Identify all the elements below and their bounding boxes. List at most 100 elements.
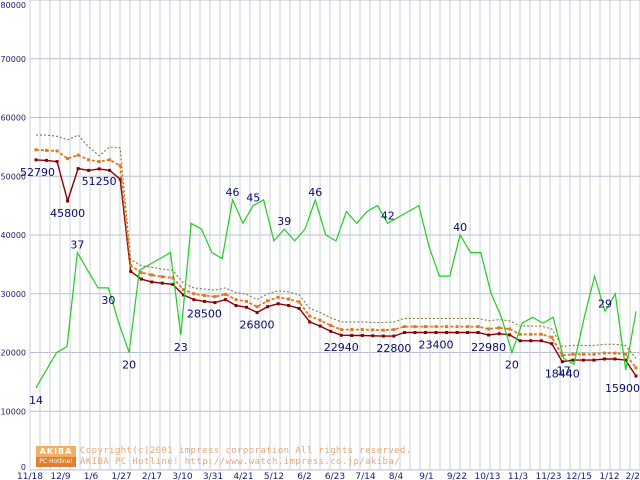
point-mid-orange <box>402 325 406 329</box>
x-tick-label: 12/15 <box>566 472 592 480</box>
point-price <box>192 298 196 302</box>
y-tick-label: 40000 <box>1 231 26 240</box>
point-mid-orange <box>529 332 533 336</box>
count-data-label: 23 <box>174 341 188 354</box>
point-price <box>118 177 122 181</box>
point-mid-orange <box>550 335 554 339</box>
x-tick-label: 6/2 <box>297 472 311 480</box>
point-mid-orange <box>308 314 312 318</box>
count-data-label: 46 <box>308 186 322 199</box>
point-price <box>371 334 375 338</box>
count-data-label: 20 <box>505 359 519 372</box>
point-mid-orange <box>339 328 343 332</box>
series-line-upper-dotted <box>36 134 637 359</box>
point-mid-orange <box>381 328 385 332</box>
data-labels: 52790 45800 51250 28500 26800 22940 22800 23400… <box>20 166 640 407</box>
y-tick-label: 50000 <box>1 172 26 181</box>
point-price <box>234 304 238 307</box>
count-data-label: 37 <box>70 239 84 252</box>
series-line-price <box>35 159 637 377</box>
point-mid-orange <box>139 271 143 275</box>
point-mid-orange <box>423 325 427 329</box>
x-tick-label: 11/18 <box>17 472 43 480</box>
point-mid-orange <box>223 292 227 296</box>
point-price <box>445 331 449 335</box>
x-tick-label: 12/9 <box>50 472 70 480</box>
x-tick-label: 11/23 <box>536 472 562 480</box>
count-data-label: 29 <box>598 297 612 310</box>
x-tick-label: 1/6 <box>84 472 99 480</box>
point-price <box>455 331 459 335</box>
point-mid-orange <box>455 325 459 329</box>
x-tick-label: 8/4 <box>389 472 404 480</box>
point-price <box>381 334 385 338</box>
point-mid-orange <box>287 297 291 301</box>
point-mid-orange <box>360 328 364 332</box>
y-axis: 0 10000 20000 30000 40000 50000 60000 70000 8000… <box>1 1 26 472</box>
count-data-label: 46 <box>226 186 240 199</box>
point-price <box>350 333 354 337</box>
point-mid-orange <box>97 160 101 164</box>
point-mid-orange <box>581 352 585 356</box>
point-price <box>245 305 249 309</box>
point-price <box>97 167 101 171</box>
point-price <box>266 305 270 309</box>
x-tick-label: 3/31 <box>203 472 223 480</box>
point-mid-orange <box>108 158 112 162</box>
x-tick-label: 9/22 <box>447 472 467 480</box>
point-mid-orange <box>181 288 185 292</box>
point-mid-orange <box>255 305 259 309</box>
point-mid-orange <box>329 323 333 327</box>
point-price <box>423 331 427 335</box>
point-price <box>497 332 501 336</box>
count-data-label: 40 <box>453 221 467 234</box>
point-price <box>276 302 280 306</box>
point-mid-orange <box>623 352 627 356</box>
x-tick-label: 3/10 <box>172 472 192 480</box>
point-price <box>476 331 480 335</box>
point-price <box>402 331 406 335</box>
point-mid-orange <box>118 164 122 168</box>
count-data-label: 14 <box>29 394 43 407</box>
point-price <box>308 320 312 324</box>
point-price <box>297 306 301 310</box>
point-mid-orange <box>266 299 270 303</box>
point-mid-orange <box>613 351 617 355</box>
price-data-label: 28500 <box>187 307 222 320</box>
point-price <box>539 339 543 343</box>
series-line-mid-orange <box>35 148 637 369</box>
point-mid-orange <box>476 325 480 329</box>
point-price <box>518 339 522 343</box>
point-mid-orange <box>371 328 375 332</box>
point-price <box>634 374 638 378</box>
point-mid-orange <box>634 366 638 370</box>
point-price <box>181 293 185 297</box>
point-price <box>360 333 364 337</box>
point-mid-orange <box>466 325 470 329</box>
point-price <box>202 299 206 303</box>
x-tick-label: 4/21 <box>233 472 253 480</box>
point-price <box>287 304 291 307</box>
point-price <box>108 168 112 172</box>
point-mid-orange <box>34 148 38 152</box>
point-price <box>592 358 596 362</box>
y-tick-label: 70000 <box>1 55 26 64</box>
point-mid-orange <box>66 157 70 161</box>
point-price <box>223 298 227 302</box>
point-price <box>560 360 564 364</box>
x-tick-label: 7/14 <box>355 472 375 480</box>
point-price <box>623 358 627 362</box>
series-line-count <box>35 197 637 389</box>
grid-lines <box>29 0 640 471</box>
point-price <box>87 168 91 172</box>
point-price <box>160 281 164 285</box>
point-price <box>129 269 133 273</box>
point-mid-orange <box>445 325 449 329</box>
y-tick-label: 10000 <box>1 407 26 416</box>
point-mid-orange <box>571 352 575 356</box>
point-mid-orange <box>234 298 238 302</box>
price-data-label: 23400 <box>419 339 454 352</box>
x-axis: 11/18 12/9 1/6 1/27 2/17 3/10 3/31 4/21 5/12 6/2 6… <box>17 472 640 480</box>
point-price <box>45 158 49 162</box>
